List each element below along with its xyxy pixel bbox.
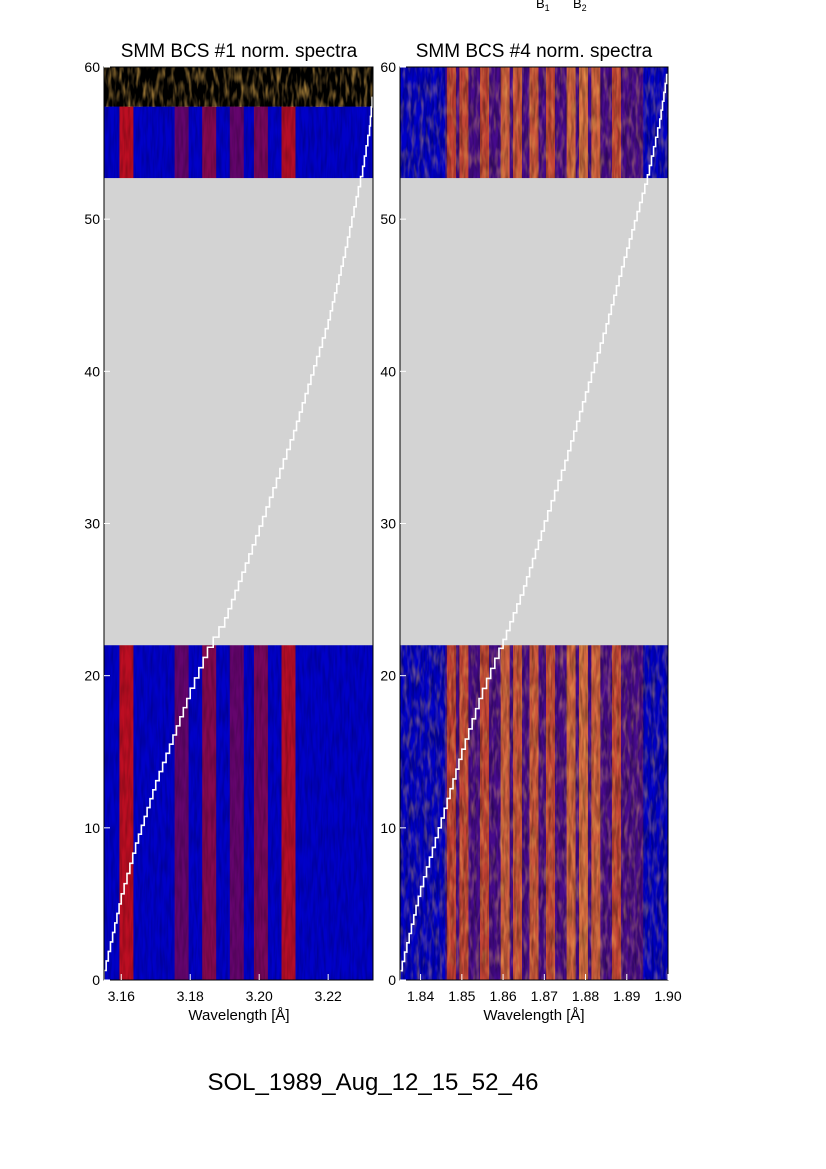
figure-caption: SOL_1989_Aug_12_15_52_46 [208, 1069, 539, 1096]
bcs1-x-tick-label-3: 3.20 [246, 988, 273, 1004]
bcs1-x-tick-label-1: 3.16 [108, 988, 135, 1004]
bcs4-x-tick-label-5: 1.88 [572, 988, 599, 1004]
bcs1-x-tick-label-4: 3.22 [315, 988, 342, 1004]
top-marks: B1 B2 [536, 0, 587, 13]
bcs4-x-tick-label-7: 1.90 [654, 988, 681, 1004]
bcs1-trace-line [104, 96, 373, 980]
bcs1-y-tick-label-4: 30 [84, 516, 100, 532]
bcs4-x-axis-label: Wavelength [Å] [483, 1007, 584, 1024]
bcs1-gap-region [104, 178, 373, 646]
bcs4-y-tick-label-3: 20 [380, 668, 396, 684]
bcs1-x-tick-label-2: 3.18 [177, 988, 204, 1004]
bcs4-y-tick-label-2: 10 [380, 820, 396, 836]
bcs1-y-tick-label-5: 40 [84, 363, 100, 379]
bcs4-x-tick-label-4: 1.87 [531, 988, 558, 1004]
bcs1-y-tick-label-2: 10 [84, 820, 100, 836]
bcs1-noise-band-speckle [104, 67, 373, 107]
bcs1-y-tick-label-1: 0 [92, 972, 100, 988]
bcs1-y-tick-label-3: 20 [84, 668, 100, 684]
bcs4-x-tick-label-1: 1.84 [407, 988, 434, 1004]
bcs1-data-gap [104, 178, 373, 646]
top-mark-2: B2 [573, 0, 587, 13]
bcs4-y-tick-label-7: 60 [380, 59, 396, 75]
bcs1-x-ticks: 3.16 3.18 3.20 3.22 [108, 974, 342, 1004]
bcs4-spectra-panel: SMM BCS #4 norm. spectra 1.84 1.85 1.86 1.8… [380, 41, 681, 1024]
bcs4-trace-line [400, 73, 668, 980]
bcs4-y-tick-label-1: 0 [388, 972, 396, 988]
bcs4-x-tick-label-6: 1.89 [613, 988, 640, 1004]
top-mark-1: B1 [536, 0, 550, 13]
bcs4-title: SMM BCS #4 norm. spectra [416, 41, 653, 62]
bcs4-x-tick-label-2: 1.85 [448, 988, 475, 1004]
bcs4-y-tick-label-6: 50 [380, 211, 396, 227]
bcs4-x-ticks: 1.84 1.85 1.86 1.87 1.88 1.89 1.90 [407, 974, 682, 1004]
bcs1-x-axis-label: Wavelength [Å] [188, 1007, 289, 1024]
bcs4-gap-region [400, 178, 668, 646]
bcs4-y-tick-label-4: 30 [380, 516, 396, 532]
bcs1-y-ticks: 0 10 20 30 40 50 60 [84, 59, 110, 988]
bcs4-y-tick-label-5: 40 [380, 363, 396, 379]
bcs4-data-gap [400, 178, 668, 646]
bcs1-y-tick-label-7: 60 [84, 59, 100, 75]
bcs1-y-tick-label-6: 50 [84, 211, 100, 227]
bcs4-x-tick-label-3: 1.86 [489, 988, 516, 1004]
bcs1-spectra-panel: SMM BCS #1 norm. spectra 3.16 3.18 3.20 3.2… [84, 41, 374, 1024]
bcs1-title: SMM BCS #1 norm. spectra [121, 41, 358, 62]
bcs4-y-ticks: 0 10 20 30 40 50 60 [380, 59, 406, 988]
